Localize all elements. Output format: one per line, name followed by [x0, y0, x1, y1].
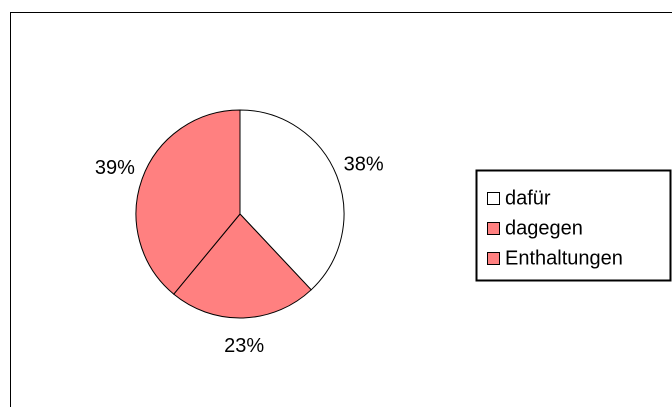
data-label: 39% — [95, 157, 135, 179]
data-label: 38% — [344, 153, 384, 175]
legend-swatch — [487, 252, 500, 265]
legend-label: dagegen — [505, 217, 583, 239]
legend-label: Enthaltungen — [505, 247, 623, 269]
legend-swatch — [487, 192, 500, 205]
pie-slice — [135, 109, 241, 295]
legend-swatch — [487, 222, 500, 235]
pie-slice — [239, 109, 345, 291]
legend — [475, 169, 672, 282]
pie-slice — [173, 213, 312, 319]
legend-label: dafür — [505, 187, 551, 209]
data-label: 23% — [224, 335, 264, 357]
